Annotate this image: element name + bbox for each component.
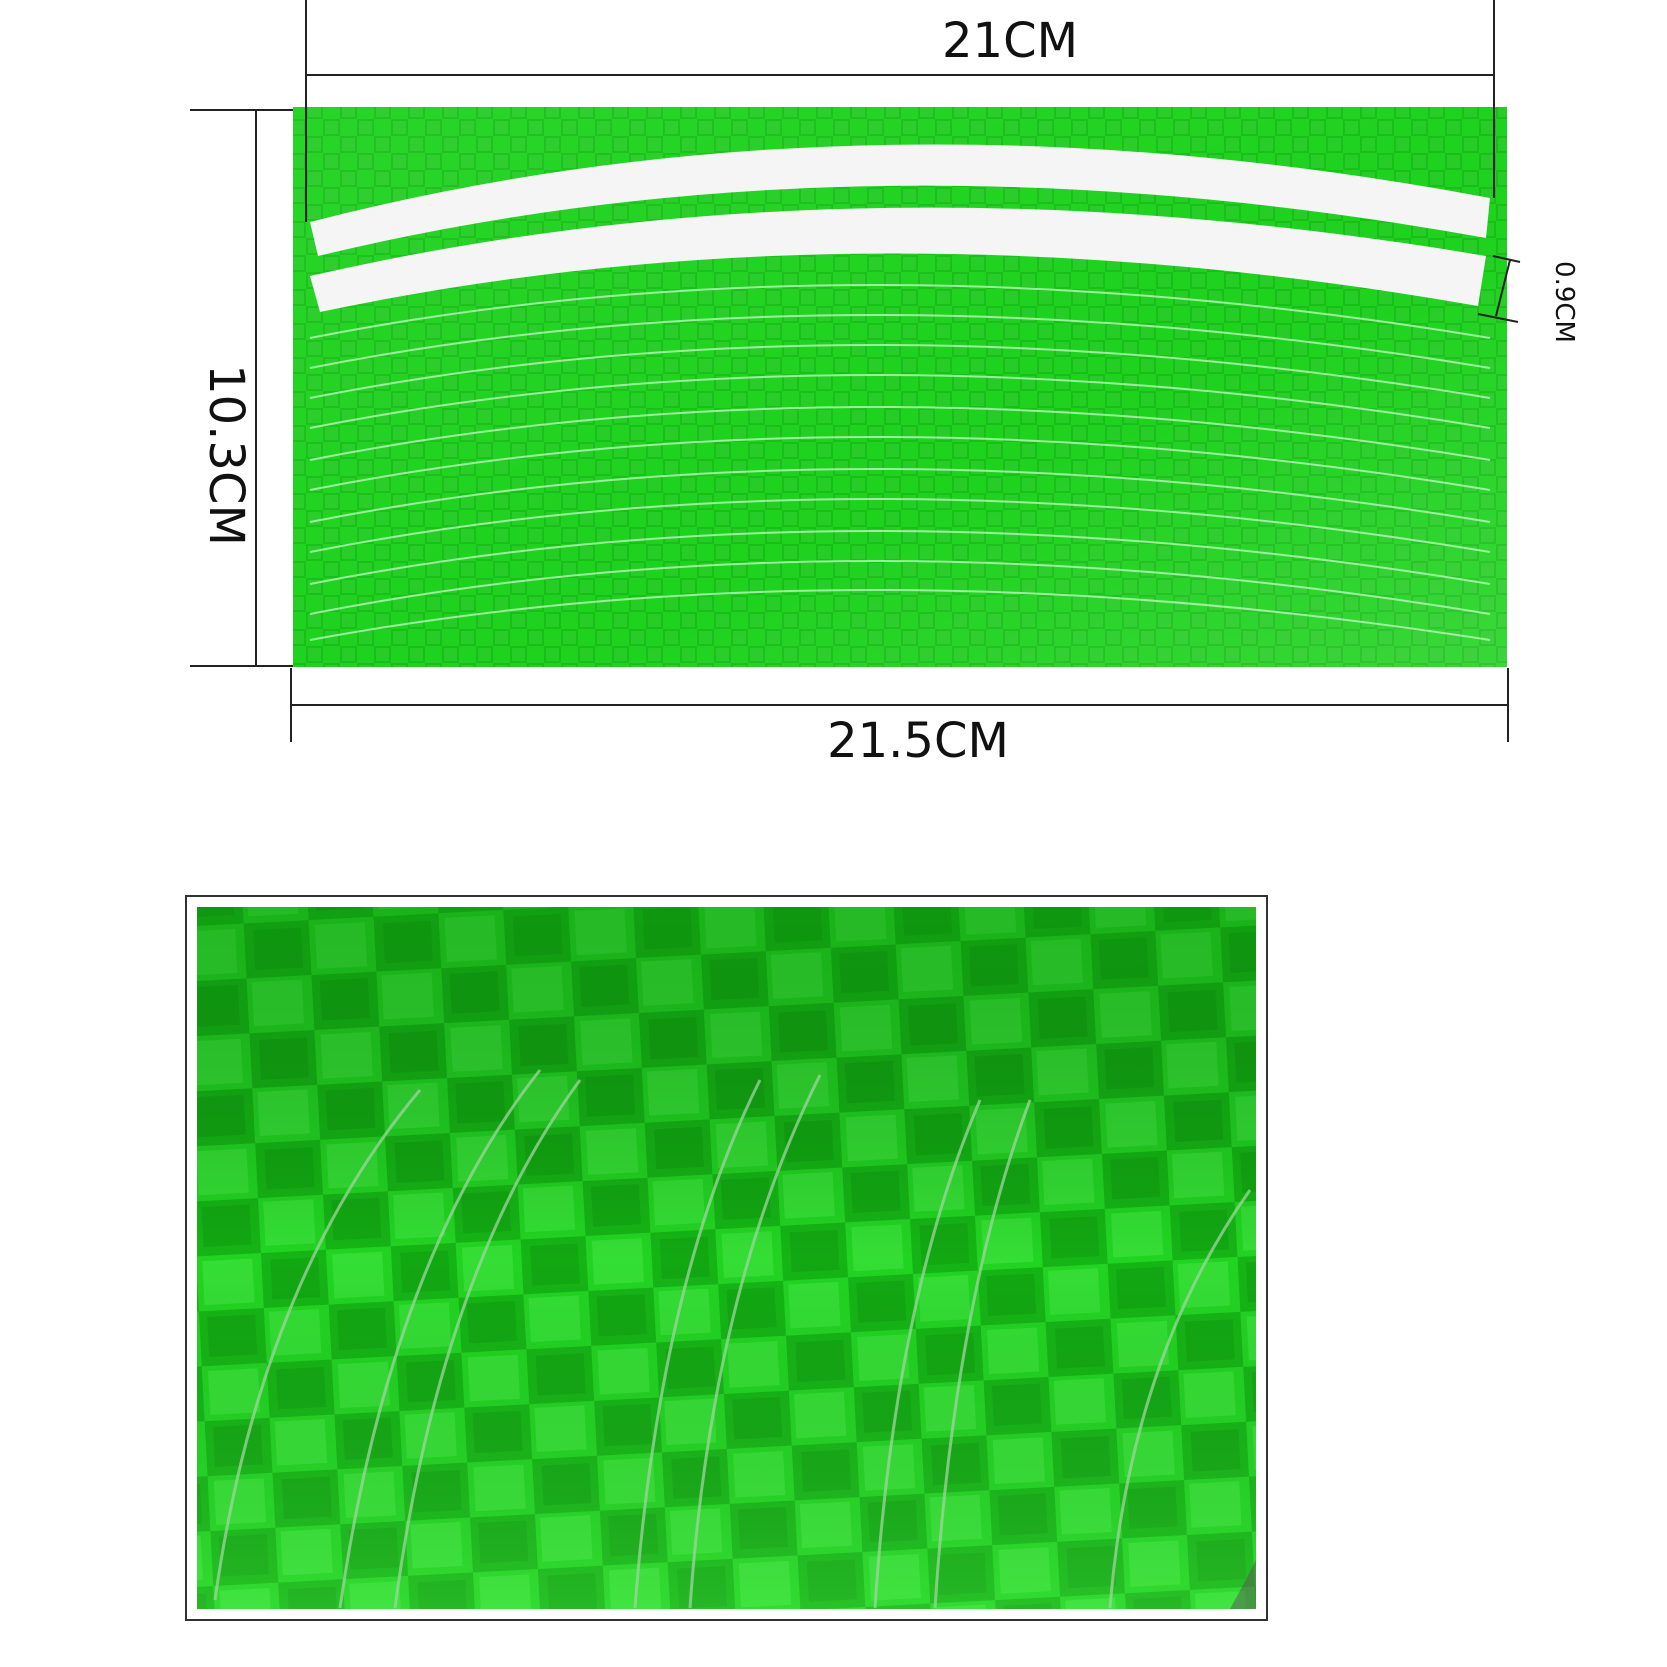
sticker-sheet — [293, 107, 1507, 667]
bottom-width-label: 21.5CM — [827, 713, 1009, 769]
close-up-detail — [185, 895, 1268, 1621]
white-strip-2 — [310, 207, 1486, 312]
height-label: 10.3CM — [198, 364, 254, 546]
white-strip-1 — [310, 144, 1490, 256]
close-up-strip-lines — [213, 1069, 1252, 1609]
top-width-label: 21CM — [942, 13, 1078, 69]
close-up-shadow-corner — [1230, 1560, 1256, 1609]
sticker-strip-outlines — [309, 284, 1491, 641]
strip-width-label: 0.9CM — [1549, 261, 1579, 343]
dimension-lines — [190, 0, 1521, 742]
